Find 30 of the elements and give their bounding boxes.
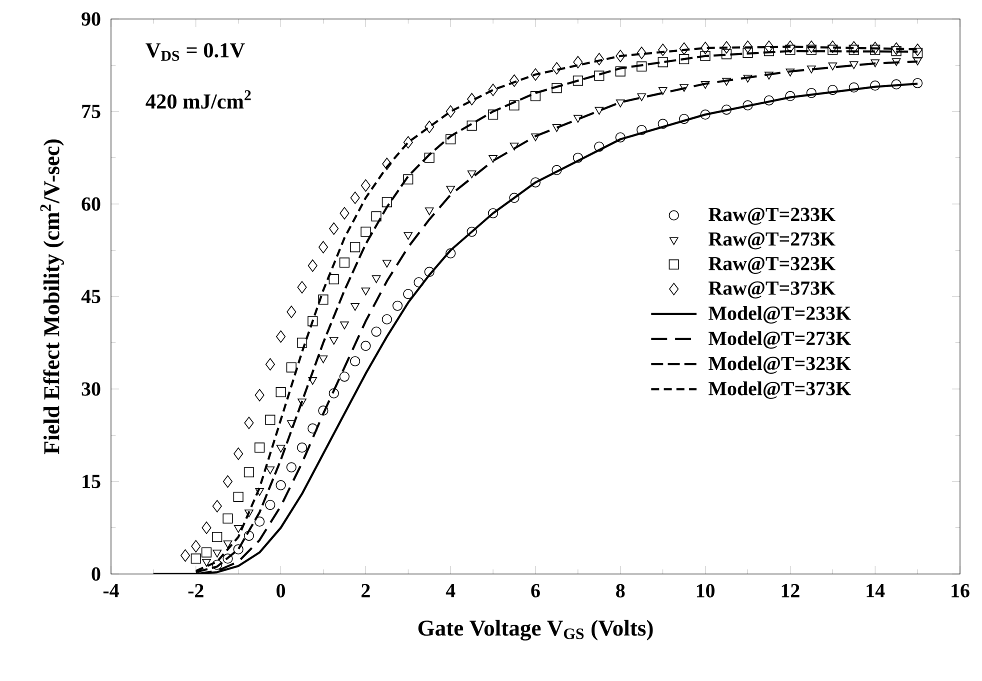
annotation: V$_{DS}$ = 0.1V — [146, 43, 245, 61]
y-tick-label: 75 — [82, 104, 100, 118]
legend-label: Raw@T=373K — [708, 281, 836, 298]
y-tick-label: 15 — [82, 474, 100, 488]
x-tick-label: -2 — [188, 584, 204, 598]
y-axis-title: Field Effect Mobility (cm$^{2}$/V-sec) — [40, 139, 64, 454]
legend-label: Model@T=373K — [708, 381, 851, 399]
x-tick-label: 8 — [616, 584, 625, 598]
x-tick-label: 12 — [782, 584, 800, 598]
annotation: 420 mJ/cm$^{2}$ — [146, 90, 251, 109]
x-tick-label: -4 — [103, 584, 119, 598]
legend-label: Raw@T=233K — [708, 208, 836, 225]
x-tick-label: 10 — [696, 584, 715, 598]
x-tick-label: 2 — [362, 584, 370, 598]
legend-label: Raw@T=323K — [708, 256, 836, 274]
x-tick-label: 6 — [531, 584, 540, 598]
y-tick-label: 45 — [81, 290, 100, 304]
x-tick-label: 4 — [446, 584, 456, 598]
legend-label: Model@T=233K — [708, 306, 851, 324]
y-tick-label: 90 — [82, 12, 100, 26]
x-tick-label: 16 — [952, 584, 970, 598]
x-tick-label: 0 — [276, 584, 286, 598]
legend-label: Raw@T=273K — [708, 232, 836, 250]
y-tick-label: 60 — [82, 197, 100, 211]
legend-label: Model@T=273K — [708, 331, 851, 349]
y-tick-label: 0 — [92, 567, 100, 581]
legend-label: Model@T=323K — [708, 356, 851, 374]
x-tick-label: 14 — [866, 584, 885, 598]
y-tick-label: 30 — [82, 382, 100, 396]
x-axis-title: Gate Voltage V$_{GS}$ (Volts) — [418, 620, 653, 641]
